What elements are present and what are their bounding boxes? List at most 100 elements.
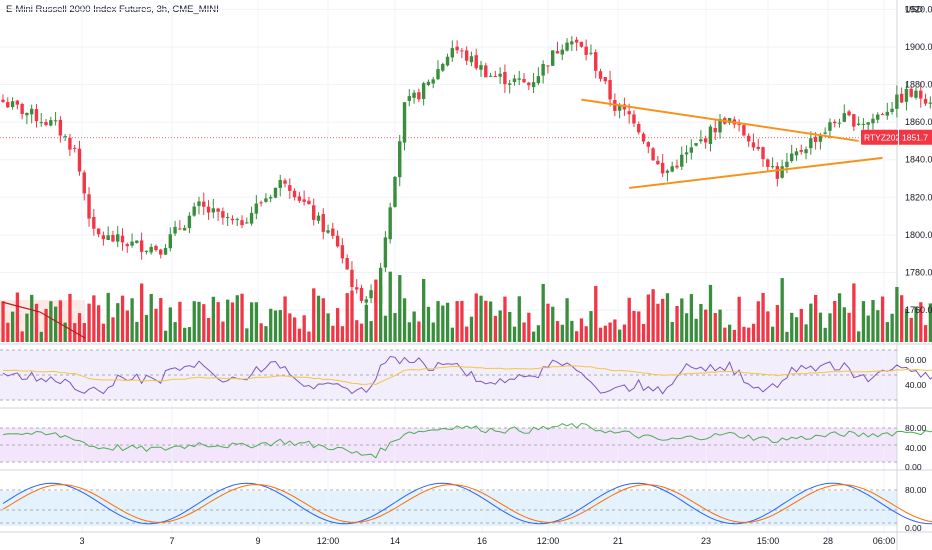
candle-body[interactable] xyxy=(49,120,53,126)
candle-body[interactable] xyxy=(909,88,913,97)
candle-body[interactable] xyxy=(675,165,679,168)
candle-body[interactable] xyxy=(837,122,842,124)
candle-body[interactable] xyxy=(77,148,82,172)
candle-body[interactable] xyxy=(355,287,359,290)
candle-body[interactable] xyxy=(398,141,402,178)
candle-body[interactable] xyxy=(527,82,531,86)
candle-body[interactable] xyxy=(307,200,311,204)
candle-body[interactable] xyxy=(63,136,67,138)
candle-body[interactable] xyxy=(818,134,823,142)
candle-body[interactable] xyxy=(718,118,722,133)
candle-body[interactable] xyxy=(775,166,780,179)
candle-body[interactable] xyxy=(780,166,784,178)
candle-body[interactable] xyxy=(565,42,569,51)
candle-body[interactable] xyxy=(670,166,674,172)
candle-body[interactable] xyxy=(407,96,411,101)
candle-body[interactable] xyxy=(245,222,249,224)
candle-body[interactable] xyxy=(703,138,708,143)
candle-body[interactable] xyxy=(450,48,455,58)
candle-body[interactable] xyxy=(1,99,5,102)
candle-body[interactable] xyxy=(345,257,349,270)
candle-body[interactable] xyxy=(445,56,450,66)
candle-body[interactable] xyxy=(10,101,15,108)
candle-body[interactable] xyxy=(861,123,866,125)
candle-body[interactable] xyxy=(790,153,794,162)
candle-body[interactable] xyxy=(6,102,10,108)
candle-body[interactable] xyxy=(598,71,603,79)
candle-body[interactable] xyxy=(211,208,216,213)
candle-body[interactable] xyxy=(139,240,144,252)
candle-body[interactable] xyxy=(627,111,631,115)
candle-body[interactable] xyxy=(393,176,397,207)
candle-body[interactable] xyxy=(159,249,163,255)
candle-body[interactable] xyxy=(388,207,392,240)
candle-body[interactable] xyxy=(455,46,459,51)
candle-body[interactable] xyxy=(885,111,889,116)
candle-body[interactable] xyxy=(421,83,426,99)
candle-body[interactable] xyxy=(321,214,325,232)
candle-body[interactable] xyxy=(904,88,909,102)
candle-body[interactable] xyxy=(412,92,416,98)
candle-body[interactable] xyxy=(809,138,813,149)
candle-body[interactable] xyxy=(417,92,421,100)
candle-body[interactable] xyxy=(708,126,713,144)
candle-body[interactable] xyxy=(197,201,201,206)
candle-body[interactable] xyxy=(876,114,880,120)
candle-body[interactable] xyxy=(823,132,827,134)
candle-body[interactable] xyxy=(87,194,91,219)
candle-body[interactable] xyxy=(617,105,622,111)
candle-body[interactable] xyxy=(512,78,517,83)
candle-body[interactable] xyxy=(182,227,187,231)
candle-body[interactable] xyxy=(340,245,345,259)
candle-body[interactable] xyxy=(551,50,555,66)
candle-body[interactable] xyxy=(302,199,306,202)
candle-body[interactable] xyxy=(326,230,330,233)
candle-body[interactable] xyxy=(660,162,665,174)
candle-body[interactable] xyxy=(364,299,368,303)
candle-body[interactable] xyxy=(259,202,263,204)
candle-body[interactable] xyxy=(111,234,115,242)
candle-body[interactable] xyxy=(44,122,48,126)
candle-body[interactable] xyxy=(283,180,287,184)
ticker-symbol-tag[interactable] xyxy=(861,129,898,145)
candle-body[interactable] xyxy=(130,241,134,246)
candle-body[interactable] xyxy=(632,114,636,124)
candle-body[interactable] xyxy=(603,77,607,82)
candle-body[interactable] xyxy=(895,94,899,109)
candle-body[interactable] xyxy=(546,65,550,67)
candle-body[interactable] xyxy=(574,39,579,43)
candle-body[interactable] xyxy=(584,46,588,55)
last-price-tag[interactable] xyxy=(899,129,932,145)
candle-body[interactable] xyxy=(202,201,206,207)
candle-body[interactable] xyxy=(488,75,493,77)
candle-body[interactable] xyxy=(914,90,918,98)
candle-body[interactable] xyxy=(871,118,875,124)
candle-body[interactable] xyxy=(149,246,153,253)
candle-body[interactable] xyxy=(82,172,86,194)
candle-body[interactable] xyxy=(431,79,435,84)
candle-body[interactable] xyxy=(221,211,225,218)
candle-body[interactable] xyxy=(579,41,584,47)
candle-body[interactable] xyxy=(187,215,192,229)
candle-body[interactable] xyxy=(828,122,832,131)
candle-body[interactable] xyxy=(316,215,321,221)
trendline[interactable] xyxy=(629,156,883,189)
candle-body[interactable] xyxy=(923,98,928,104)
candle-body[interactable] xyxy=(794,151,799,156)
candle-body[interactable] xyxy=(560,49,564,55)
candle-body[interactable] xyxy=(656,160,660,165)
candle-body[interactable] xyxy=(378,267,383,304)
candle-body[interactable] xyxy=(761,147,765,160)
candle-body[interactable] xyxy=(350,269,354,288)
candle-body[interactable] xyxy=(25,112,29,116)
candle-body[interactable] xyxy=(594,52,598,71)
candle-body[interactable] xyxy=(608,80,612,100)
candle-body[interactable] xyxy=(73,147,77,149)
time-axis[interactable]: 3 7 9 12:00 14 16 12:00 21 23 15:00 28 06:00 xyxy=(79,536,895,546)
candle-body[interactable] xyxy=(713,127,717,133)
candlesticks[interactable] xyxy=(1,36,932,310)
triangle-trendlines[interactable] xyxy=(581,98,883,189)
candle-body[interactable] xyxy=(469,56,474,63)
